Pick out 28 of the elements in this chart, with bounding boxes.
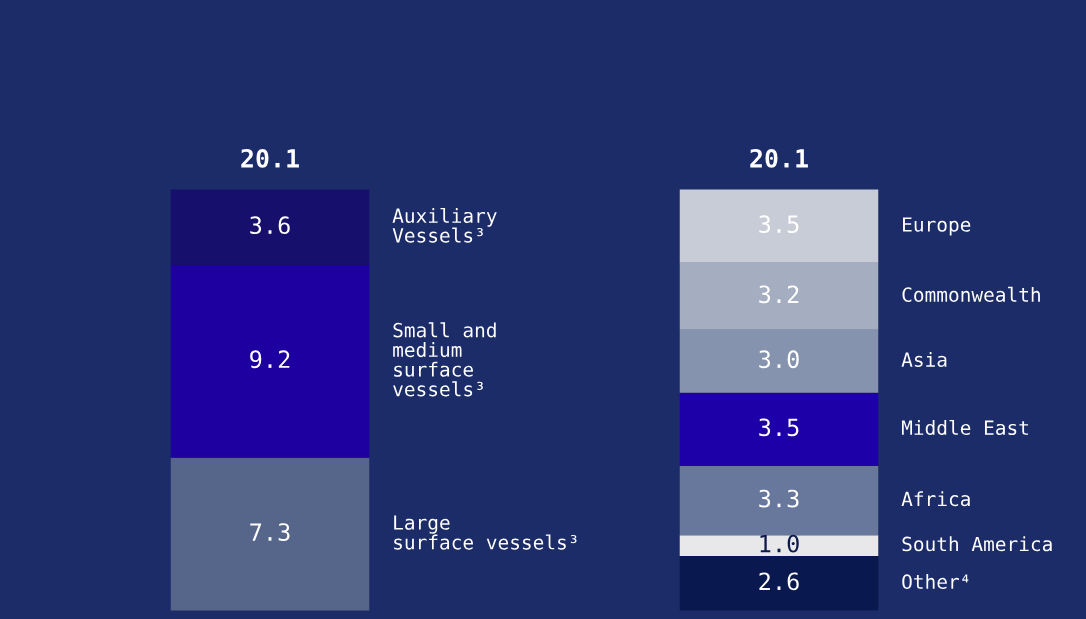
data-label: 3.0	[759, 350, 799, 369]
data-label: 9.2	[250, 350, 290, 369]
data-label: 7.3	[250, 523, 290, 542]
data-label: 1.0	[760, 534, 799, 553]
bar	[679, 535, 879, 557]
series-label: South America	[902, 536, 1052, 552]
bar	[679, 189, 879, 263]
series-label: Asia	[901, 351, 947, 367]
series-label: Commonwealth	[902, 286, 1040, 303]
bar	[679, 466, 879, 536]
data-label: 3.5	[759, 418, 799, 437]
bar	[679, 329, 879, 393]
bar	[679, 262, 879, 330]
series-label: Africa	[901, 491, 970, 507]
series-label: Other⁴	[902, 573, 969, 590]
series-label: Europe	[903, 217, 971, 236]
bar	[679, 392, 879, 467]
data-label: 3.6	[250, 216, 290, 235]
data-label: 3.3	[759, 489, 799, 508]
series-label: Auxiliary Vessels³	[392, 207, 497, 243]
total-label: 20.1	[241, 148, 299, 168]
series-label: Middle East	[901, 419, 1029, 436]
total-label: 20.1	[750, 148, 808, 168]
data-label: 2.6	[759, 572, 799, 591]
bar	[679, 556, 879, 611]
series-label: Small and medium surface vessels³	[393, 322, 496, 397]
series-label: Large surface vessels³	[394, 515, 577, 550]
data-label: 3.2	[759, 285, 799, 304]
